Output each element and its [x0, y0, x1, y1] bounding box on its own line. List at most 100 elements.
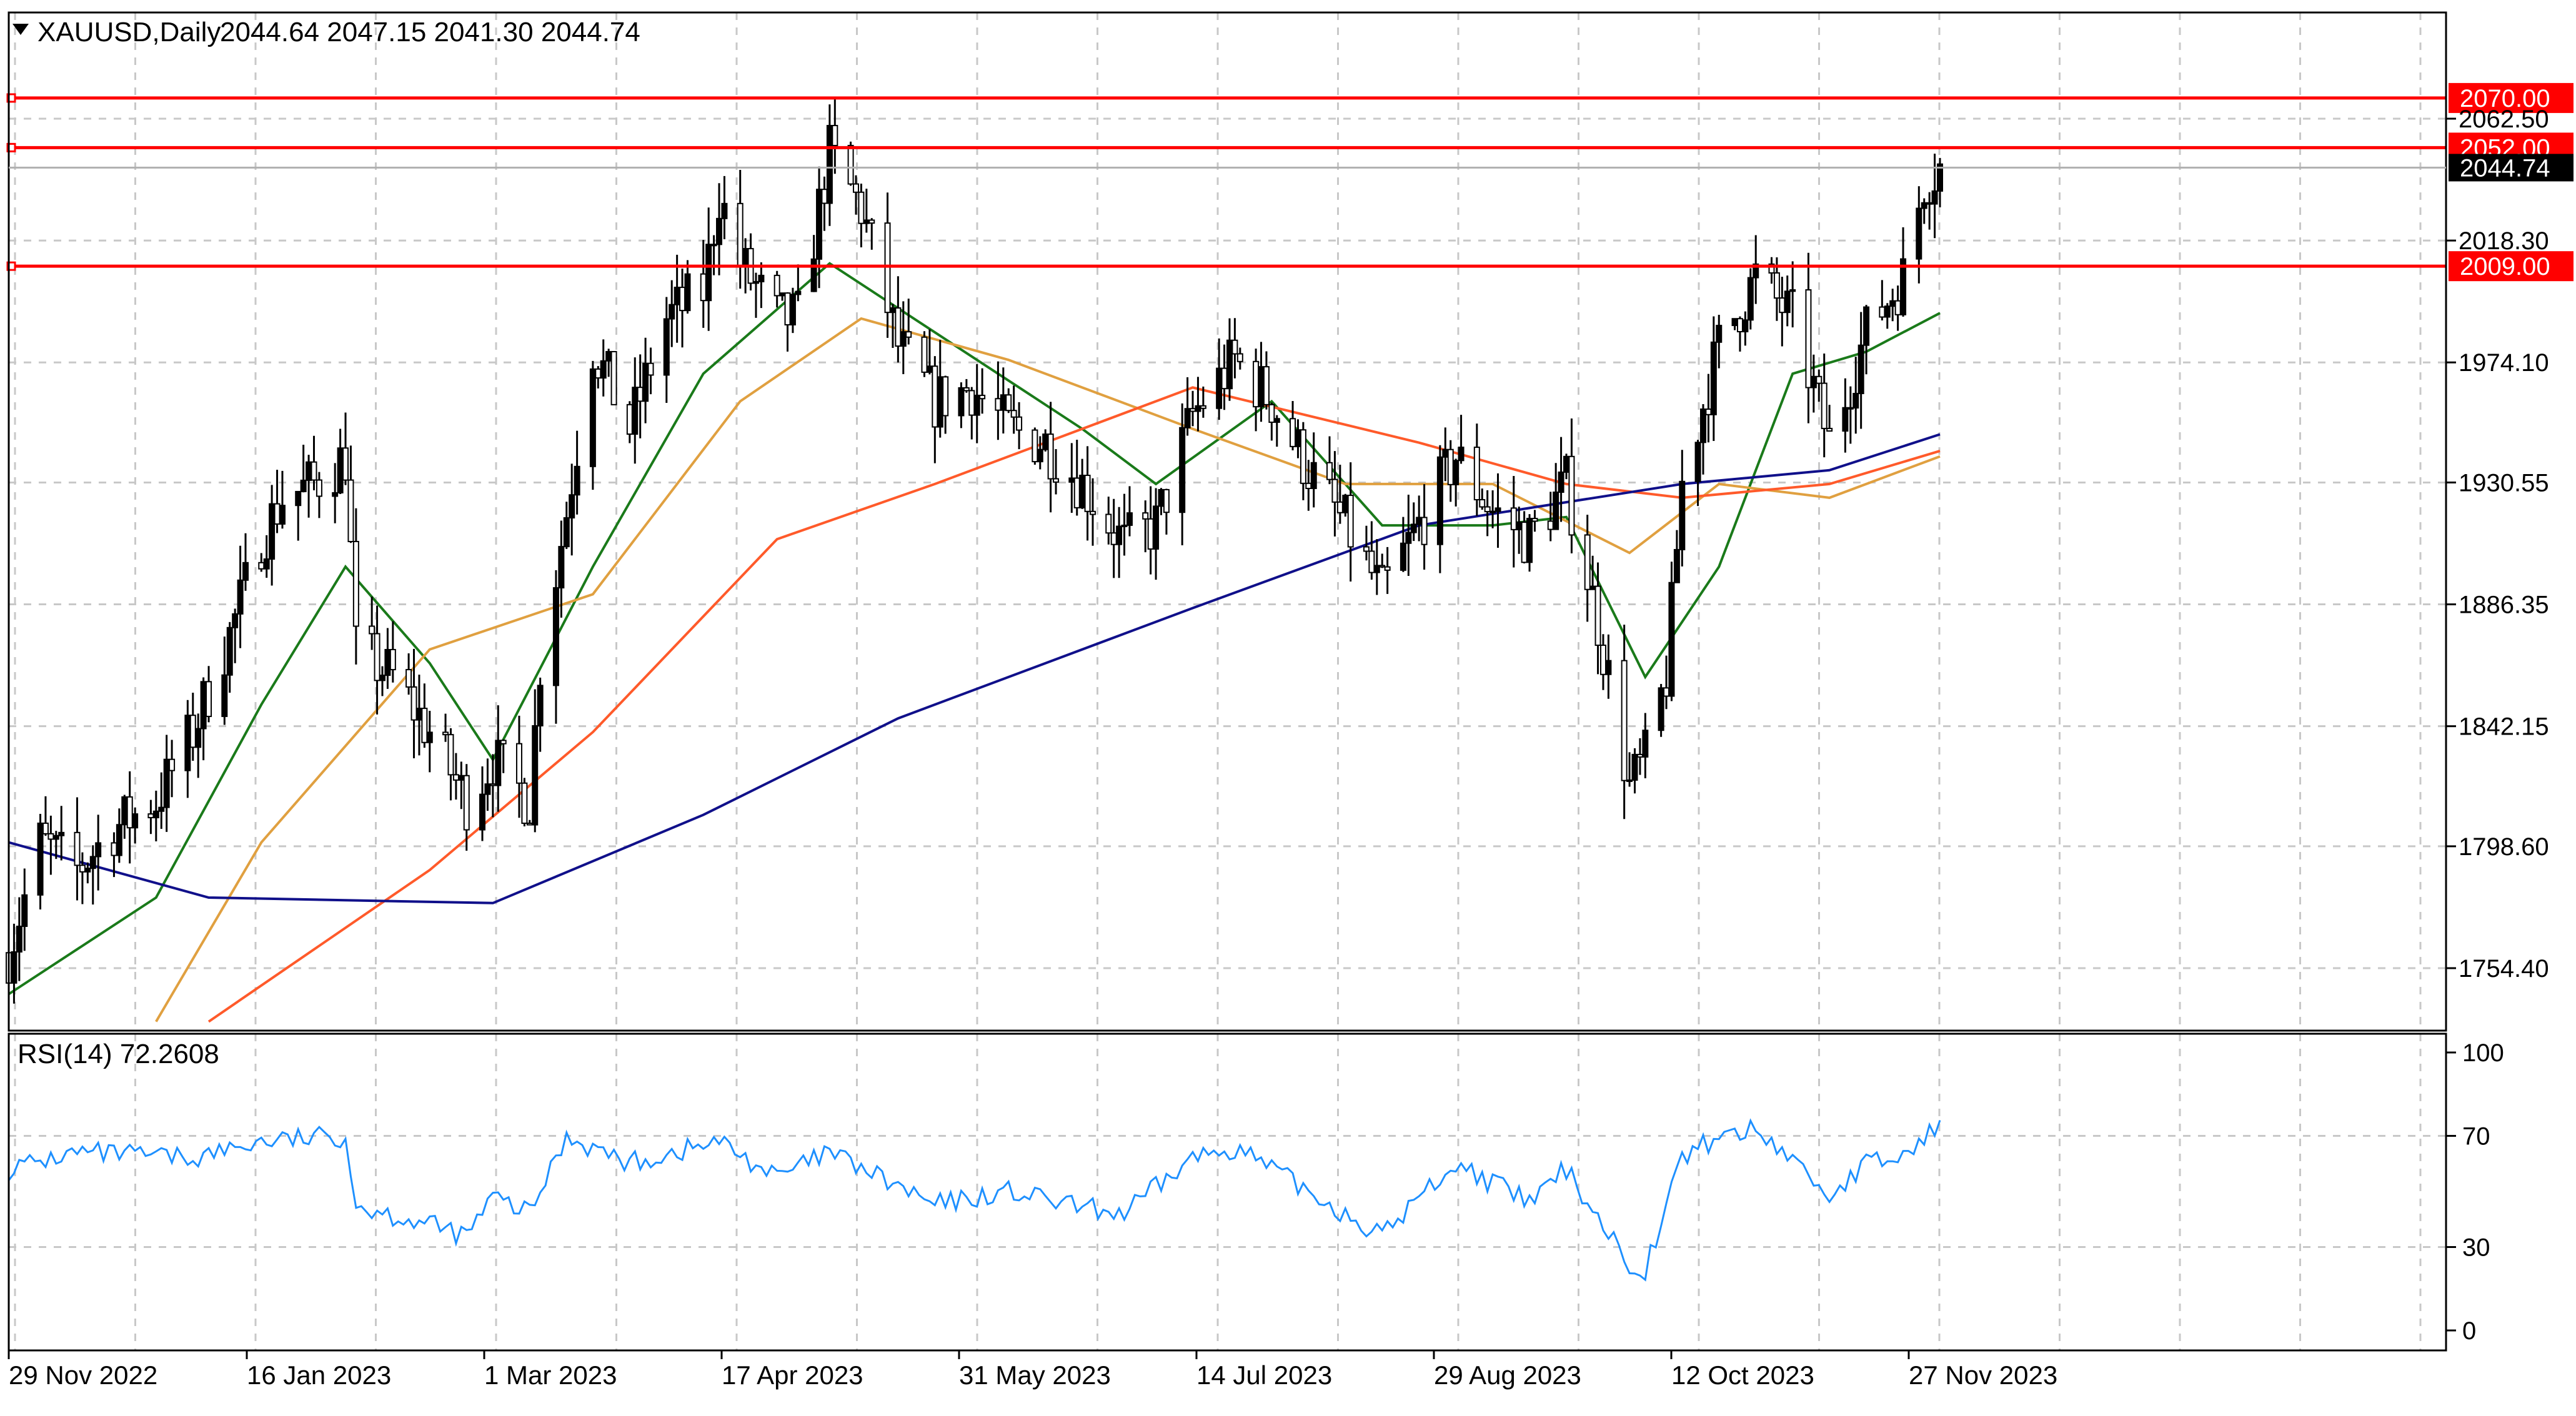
candle: [1047, 402, 1054, 513]
candle: [1163, 488, 1170, 535]
candle-body: [737, 202, 743, 268]
candle-body: [1379, 565, 1386, 568]
candle-body: [895, 307, 902, 347]
candle-body: [905, 331, 912, 338]
candle: [206, 666, 212, 723]
candle: [52, 831, 59, 859]
candle-body: [868, 219, 875, 224]
candle-body: [111, 842, 117, 856]
candle: [1410, 502, 1417, 542]
candle: [21, 868, 28, 951]
candle-body: [1016, 416, 1023, 431]
candle: [1494, 473, 1501, 548]
candle: [1363, 525, 1370, 561]
candle: [1510, 475, 1517, 568]
candle-body: [1516, 522, 1523, 530]
candle-body: [147, 813, 154, 819]
candle-body: [758, 274, 765, 282]
candle-body: [463, 775, 470, 831]
candle-body: [1599, 645, 1606, 675]
candle: [1384, 547, 1391, 594]
candle: [1558, 437, 1564, 522]
symbol-label: XAUUSD,Daily: [37, 17, 221, 47]
chart-menu-arrow-icon[interactable]: [12, 24, 29, 35]
candle: [832, 98, 838, 174]
candle-body: [1084, 475, 1091, 512]
level-price-tag: [2449, 82, 2574, 113]
price-tick-label: 1798.60: [2459, 833, 2549, 861]
candle-body: [1663, 687, 1670, 697]
candle: [574, 430, 580, 515]
candle-body: [700, 273, 707, 302]
candle: [352, 508, 359, 665]
current-price-tag: [2449, 154, 2574, 182]
candle: [226, 621, 233, 693]
candle-body: [795, 290, 802, 295]
candle-body: [16, 926, 22, 953]
candle-body: [1226, 339, 1233, 390]
candle-body: [442, 731, 449, 736]
candle-body: [1673, 548, 1680, 583]
candle: [942, 375, 949, 434]
candle-body: [1458, 447, 1465, 462]
candle-body: [1916, 207, 1922, 260]
candle: [532, 689, 539, 833]
candle: [1594, 562, 1601, 675]
level-line-2009.00[interactable]: 2009.00: [6, 251, 2574, 282]
candle-body: [189, 715, 196, 748]
candle-body: [1363, 546, 1370, 552]
candle-body: [1310, 462, 1317, 489]
candle-body: [1694, 442, 1701, 482]
candle: [979, 368, 986, 414]
candle: [1331, 451, 1338, 537]
candle-body: [1489, 510, 1496, 513]
rsi-tick-label: 70: [2462, 1123, 2490, 1151]
candle: [1716, 315, 1723, 369]
candle-body: [1153, 505, 1160, 550]
candle: [716, 183, 723, 275]
candle: [1400, 517, 1406, 572]
candle: [1884, 303, 1891, 329]
candle: [1479, 488, 1486, 510]
candle-body: [1805, 289, 1812, 389]
candle-body: [495, 740, 502, 786]
candle-body: [47, 833, 54, 840]
candle: [1231, 318, 1238, 379]
candle: [1789, 261, 1796, 328]
candle-body: [900, 331, 907, 347]
time-tick-label: 27 Nov 2023: [1909, 1360, 2057, 1390]
candle: [232, 608, 239, 663]
main-panel-frame: [7, 11, 2447, 1032]
candle: [773, 270, 780, 308]
candle-body: [1568, 455, 1575, 536]
candle-body: [1116, 525, 1123, 545]
candle: [663, 297, 670, 404]
candle: [669, 280, 675, 347]
candle-body: [1258, 366, 1265, 408]
level-line-2070.00[interactable]: 2070.00: [6, 82, 2574, 113]
candle: [389, 621, 396, 683]
candle: [484, 758, 491, 811]
candle-body: [958, 387, 965, 417]
candle: [237, 545, 244, 648]
candle: [311, 435, 317, 490]
candle-body: [232, 613, 239, 628]
candle: [1826, 405, 1833, 432]
candle: [858, 183, 865, 247]
candle-body: [1342, 495, 1349, 513]
candle: [537, 677, 544, 752]
candle-body: [1253, 360, 1260, 408]
candle-body: [642, 362, 649, 402]
candle: [42, 796, 49, 836]
candle: [1699, 404, 1706, 475]
candle: [1126, 486, 1133, 537]
candle: [1326, 436, 1333, 485]
candle-body: [552, 587, 559, 686]
candle: [1805, 252, 1812, 423]
candle: [342, 412, 349, 485]
candle-body: [1479, 499, 1486, 508]
candle: [1852, 357, 1859, 434]
